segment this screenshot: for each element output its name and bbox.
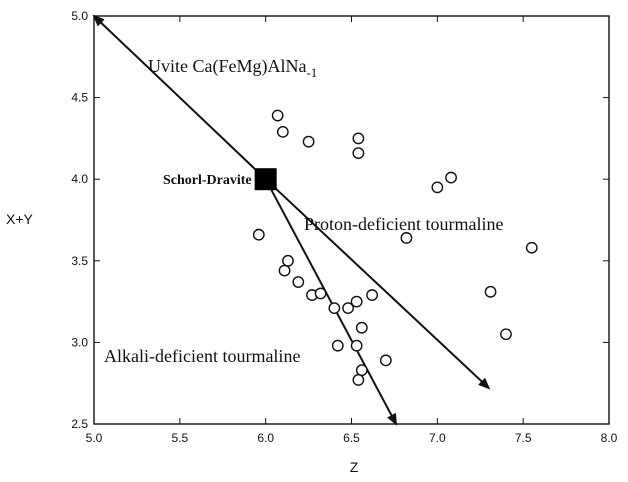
data-point [352,132,365,145]
y-tick-label: 2.5 [71,417,88,431]
y-tick-label: 4.5 [71,91,88,105]
data-point [314,287,327,300]
x-tick-label: 7.0 [429,431,446,445]
data-points [252,109,538,386]
x-axis-ticks: 5.0 5.5 6.0 6.5 7.0 7.5 8.0 [86,16,618,445]
y-axis-ticks: 2.5 3.0 3.5 4.0 4.5 5.0 [71,9,609,431]
x-tick-label: 5.0 [86,431,103,445]
data-point [366,289,378,301]
y-axis-label: X+Y [6,211,34,227]
schorl-dravite-marker [254,168,277,191]
data-point [331,339,344,352]
data-point [500,328,512,341]
data-point [355,321,368,334]
data-point [525,241,538,254]
y-tick-label: 3.0 [71,335,88,349]
data-point [328,302,341,315]
x-tick-label: 7.5 [515,431,532,445]
data-point [355,364,368,377]
data-point [379,354,392,367]
data-point [352,147,365,159]
data-point [484,285,497,298]
proton-deficient-label: Proton-deficient tourmaline [304,214,503,234]
data-point [302,135,315,148]
x-tick-label: 5.5 [171,431,188,445]
x-tick-label: 6.0 [257,431,274,445]
uvite-vector-label: Uvite Ca(FeMg)AlNa-1 [148,56,317,80]
vector-arrow-2 [264,178,398,426]
data-point [252,228,265,241]
y-tick-label: 5.0 [71,9,88,23]
vector-arrows [92,14,491,426]
x-axis-label: Z [350,459,359,475]
plot-frame [93,15,610,425]
data-point [292,276,305,288]
x-tick-label: 8.0 [601,431,618,445]
data-point [271,109,284,122]
data-point [400,232,413,244]
data-point [342,302,354,315]
uvite-label-subscript: -1 [306,65,317,80]
vector-arrow-0 [92,14,267,180]
data-point [278,264,291,277]
data-point [431,181,444,194]
y-tick-label: 4.0 [71,172,88,186]
data-point [445,171,457,184]
data-point [350,339,363,352]
data-point [350,295,363,308]
schorl-dravite-label: Schorl-Dravite [163,173,252,188]
data-point [352,374,365,386]
x-tick-label: 6.5 [343,431,360,445]
data-point [282,254,294,267]
y-tick-label: 3.5 [71,254,88,268]
data-point [276,125,289,138]
alkali-deficient-label: Alkali-deficient tourmaline [104,346,300,366]
uvite-label-main: Uvite Ca(FeMg)AlNa [148,56,306,77]
vector-arrow-1 [264,178,491,390]
